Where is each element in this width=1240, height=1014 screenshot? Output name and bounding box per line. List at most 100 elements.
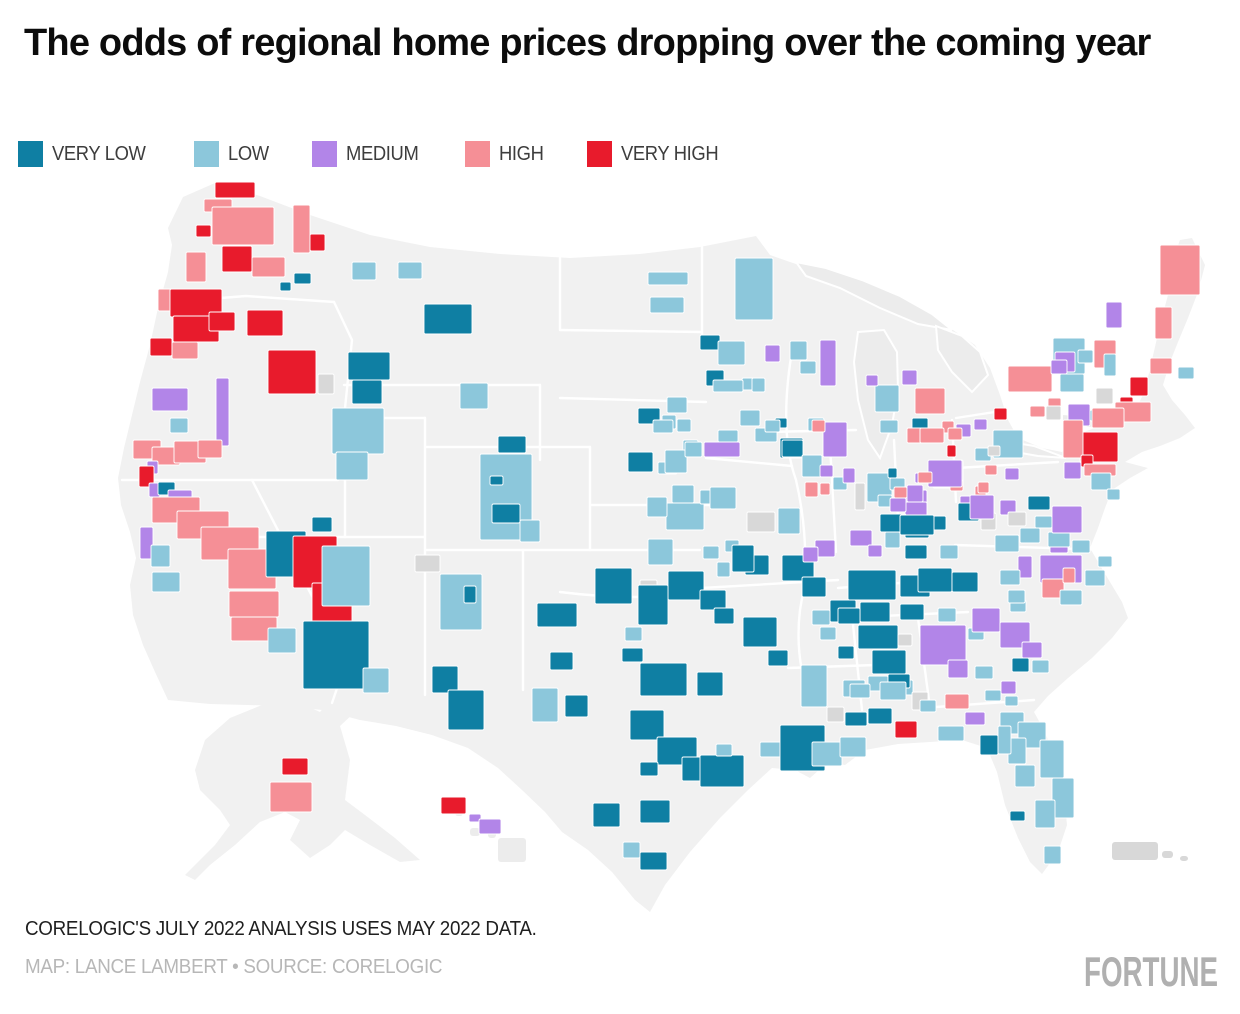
county-patch-l — [919, 699, 937, 713]
puerto-rico-shape — [1180, 856, 1188, 861]
county-patch-vl — [279, 281, 292, 292]
county-patch-l — [664, 449, 688, 474]
county-patch-l — [684, 441, 703, 458]
county-patch-nd — [746, 511, 776, 533]
county-patch-vl — [887, 467, 898, 479]
county-patch-m — [1105, 301, 1123, 329]
county-patch-vl — [491, 503, 521, 524]
county-patch-l — [937, 725, 965, 742]
county-patch-vl — [637, 584, 669, 626]
county-patch-nd — [317, 373, 335, 395]
county-patch-vl — [699, 334, 721, 351]
county-patch-vl — [1009, 810, 1026, 822]
county-patch-l — [734, 257, 774, 321]
county-patch-m — [1021, 641, 1043, 659]
county-patch-l — [397, 261, 423, 280]
county-patch-vl — [713, 607, 735, 625]
county-patch-m — [969, 494, 995, 520]
county-patch-vl — [431, 665, 459, 694]
county-patch-vh — [149, 337, 173, 357]
county-patch-l — [712, 379, 744, 393]
county-patch-m — [927, 459, 963, 488]
county-patch-h — [171, 341, 199, 360]
county-patch-nd — [1007, 511, 1027, 527]
county-patch-m — [901, 369, 918, 386]
county-patch-l — [150, 544, 171, 568]
county-patch-l — [1071, 539, 1091, 554]
county-patch-l — [789, 340, 808, 361]
county-patch-m — [919, 624, 967, 666]
county-patch-vl — [731, 544, 755, 573]
county-patch-vh — [138, 465, 155, 488]
legend-swatch-vh — [587, 141, 613, 167]
county-patch-l — [716, 561, 731, 578]
county-patch-l — [652, 419, 674, 434]
county-patch-l — [1019, 527, 1041, 544]
county-patch-vl — [447, 689, 485, 731]
county-patch-vl — [696, 671, 724, 697]
county-patch-vl — [871, 649, 907, 675]
county-patch-vl — [899, 603, 925, 621]
county-patch-l — [1177, 366, 1195, 380]
county-patch-l — [151, 571, 181, 593]
state-border-line — [558, 328, 704, 334]
county-patch-h — [211, 206, 275, 246]
county-patch-l — [811, 609, 831, 626]
county-patch-h — [1091, 407, 1125, 429]
puerto-rico-shape — [1112, 842, 1158, 860]
county-patch-vh — [946, 444, 957, 458]
county-patch-m — [703, 441, 741, 458]
county-patch-l — [647, 538, 674, 566]
county-patch-l — [665, 502, 705, 531]
county-patch-h — [984, 464, 998, 476]
county-patch-m — [1063, 461, 1082, 480]
county-patch-l — [992, 429, 1024, 459]
county-patch-m — [889, 497, 907, 513]
county-patch-m — [139, 526, 154, 560]
legend-label: MEDIUM — [346, 142, 419, 165]
county-patch-vl — [639, 662, 688, 697]
hawaii-island-shape — [470, 828, 480, 836]
county-patch-m — [215, 377, 230, 447]
county-patch-vl — [351, 379, 383, 405]
county-patch-l — [751, 377, 766, 393]
county-patch-vl — [1011, 657, 1030, 673]
county-patch-l — [702, 545, 720, 560]
county-patch-nd — [897, 633, 913, 647]
puerto-rico-shape — [1162, 851, 1173, 858]
county-patch-l — [1059, 589, 1083, 606]
county-patch-vl — [497, 435, 527, 454]
county-patch-vl — [917, 567, 953, 593]
county-patch-l — [666, 396, 688, 414]
legend-swatch-h — [464, 141, 490, 167]
county-patch-h — [804, 481, 819, 498]
county-patch-m — [999, 621, 1031, 649]
great-lake-shape — [934, 324, 990, 394]
county-patch-vl — [302, 620, 370, 690]
county-patch-vl — [781, 439, 804, 458]
county-patch-l — [974, 665, 994, 680]
county-patch-h — [914, 387, 946, 415]
county-patch-h — [185, 251, 207, 283]
county-patch-l — [759, 741, 783, 758]
county-patch-h — [947, 427, 963, 441]
county-patch-l — [649, 296, 685, 314]
state-border-line — [954, 460, 1060, 470]
state-border-line — [704, 456, 794, 468]
county-patch-vl — [742, 616, 778, 648]
county-patch-h — [1149, 357, 1173, 375]
county-patch-l — [1034, 799, 1056, 829]
county-patch-l — [874, 384, 900, 413]
county-patch-m — [947, 659, 969, 679]
county-patch-l — [879, 419, 899, 434]
county-patch-l — [937, 607, 957, 623]
county-patch-l — [1090, 472, 1112, 491]
county-patch-l — [1106, 488, 1121, 501]
county-patch-vl — [847, 569, 897, 601]
county-patch-l — [1034, 515, 1053, 529]
county-patch-vl — [667, 570, 705, 601]
county-patch-vl — [1027, 495, 1051, 511]
county-patch-l — [717, 429, 739, 443]
